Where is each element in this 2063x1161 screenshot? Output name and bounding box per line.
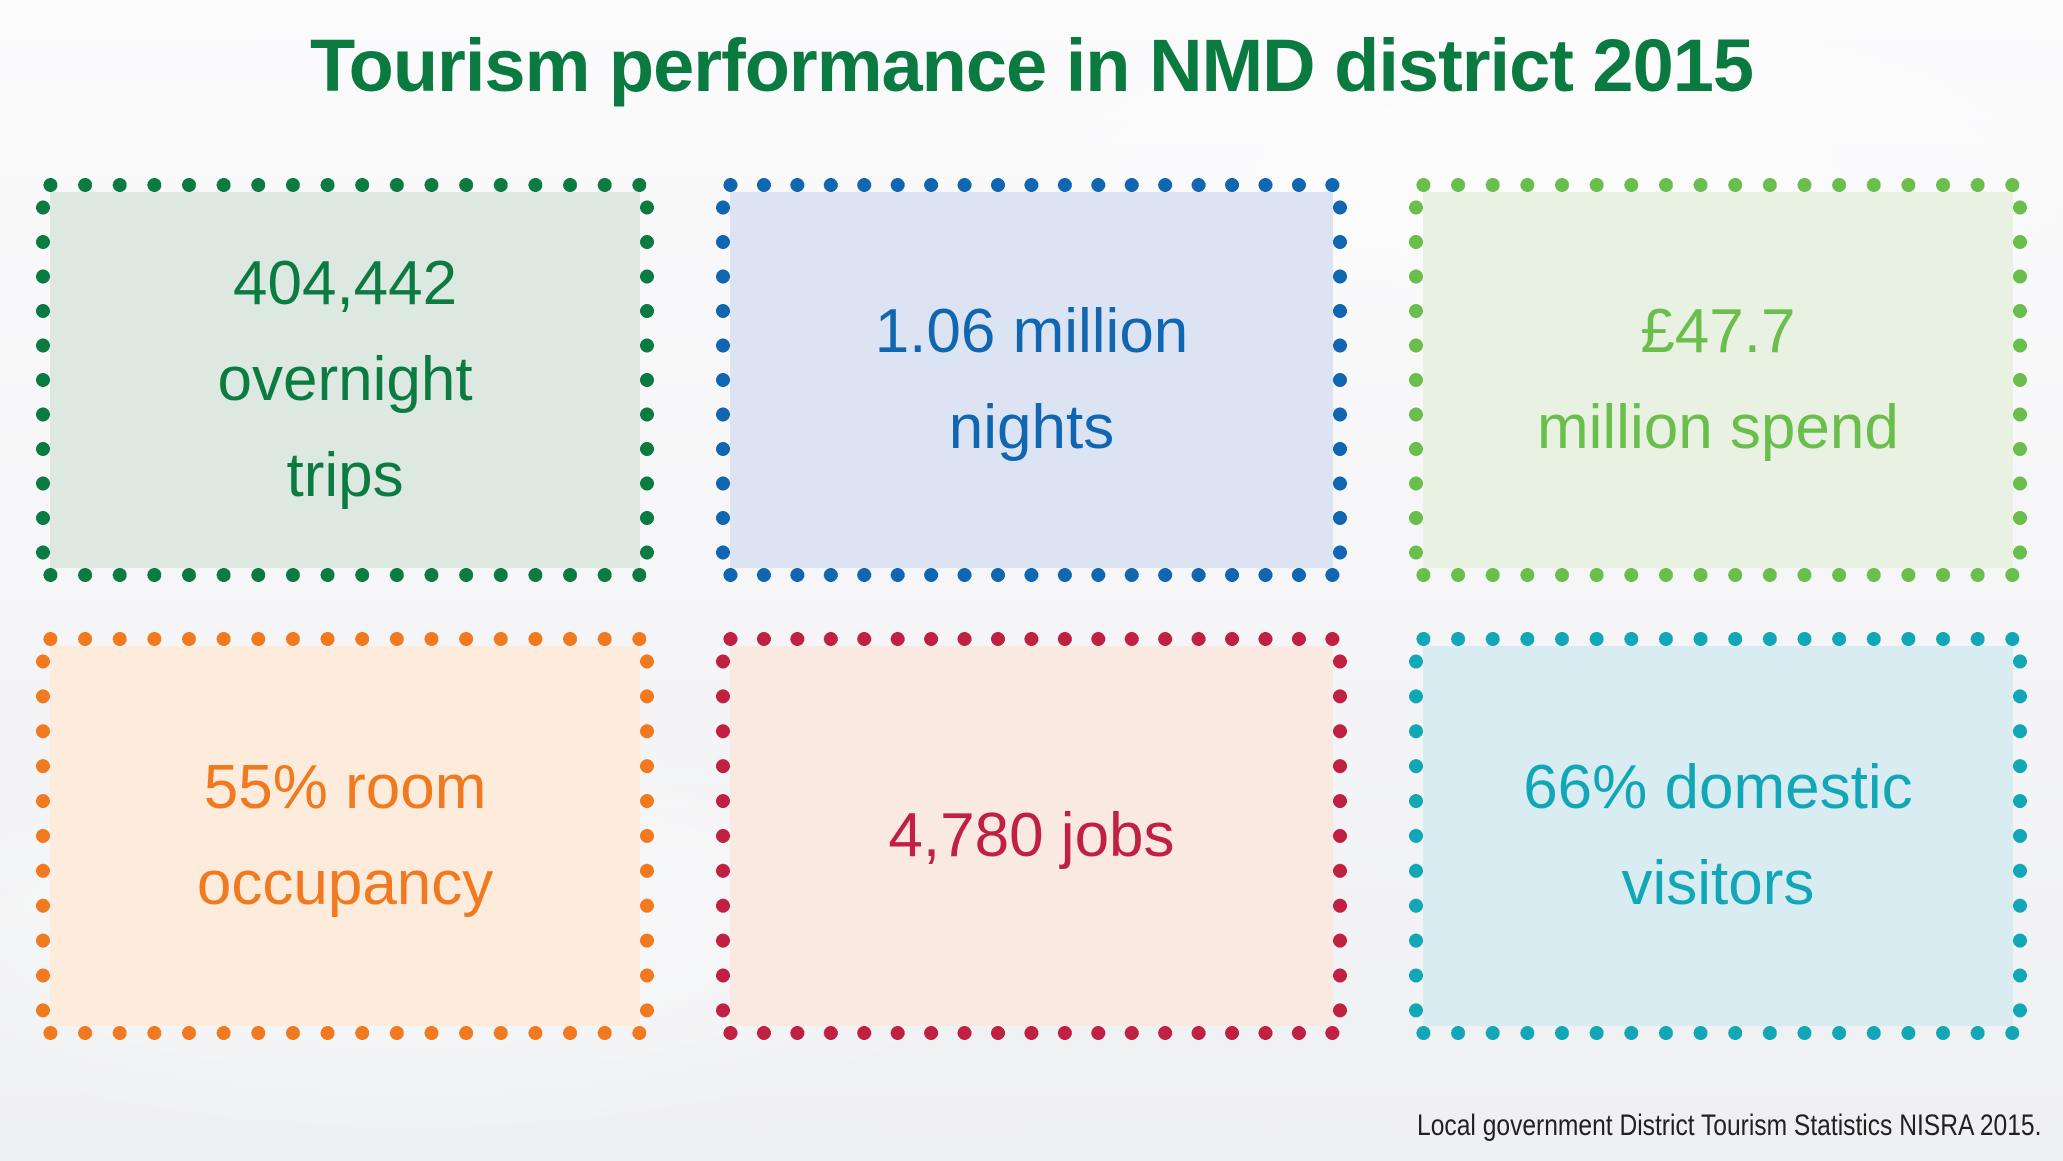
dotted-border-bottom <box>714 566 1349 584</box>
dotted-border-right <box>2011 191 2029 569</box>
page-title: Tourism performance in NMD district 2015 <box>309 24 1754 107</box>
stat-value: 4,780 jobs <box>888 801 1175 870</box>
dotted-border-bottom <box>34 566 657 584</box>
dotted-border-right <box>638 645 657 1027</box>
card-fill <box>1422 192 2013 568</box>
dotted-border-bottom <box>1406 1024 2029 1042</box>
card-fill <box>730 192 1333 568</box>
dotted-border-bottom <box>1406 566 2029 584</box>
dotted-border-right <box>1330 191 1349 569</box>
stats-grid: 404,442 overnight trips 1.06 million nig… <box>0 176 2063 1042</box>
dotted-border-left <box>714 191 733 569</box>
stat-card-jobs: 4,780 jobs <box>714 630 1349 1042</box>
stat-value: 404,442 overnight trips <box>217 249 473 510</box>
stat-card-room-occupancy: 55% room occupancy <box>34 630 657 1042</box>
stat-value: 1.06 million nights <box>874 297 1189 462</box>
card-fill <box>1422 646 2013 1026</box>
dotted-border-top <box>1406 176 2029 194</box>
dotted-border-left <box>714 645 733 1027</box>
stat-card-nights: 1.06 million nights <box>714 176 1349 584</box>
dotted-border-top <box>714 630 1349 648</box>
stat-card-domestic-visitors: 66% domestic visitors <box>1406 630 2029 1042</box>
stat-value: 55% room occupancy <box>196 753 494 918</box>
dotted-border-left <box>1406 645 1425 1027</box>
stat-value: £47.7 million spend <box>1536 297 1899 462</box>
stat-card-overnight-trips: 404,442 overnight trips <box>34 176 657 584</box>
dotted-border-top <box>34 176 657 194</box>
stat-card-spend: £47.7 million spend <box>1406 176 2029 584</box>
dotted-border-top <box>1406 630 2029 648</box>
dotted-border-right <box>2011 645 2029 1027</box>
source-note: Local government District Tourism Statis… <box>1416 1109 2041 1142</box>
dotted-border-bottom <box>714 1024 1349 1042</box>
dotted-border-top <box>714 176 1349 194</box>
dotted-border-left <box>34 191 52 569</box>
dotted-border-right <box>1330 645 1349 1027</box>
dotted-border-bottom <box>34 1024 657 1042</box>
dotted-border-right <box>638 191 657 569</box>
stat-value: 66% domestic visitors <box>1523 753 1913 918</box>
card-fill <box>50 192 641 568</box>
dotted-border-left <box>34 645 52 1027</box>
dotted-border-top <box>34 630 657 648</box>
card-fill <box>730 646 1333 1026</box>
dotted-border-left <box>1406 191 1425 569</box>
card-fill <box>50 646 641 1026</box>
